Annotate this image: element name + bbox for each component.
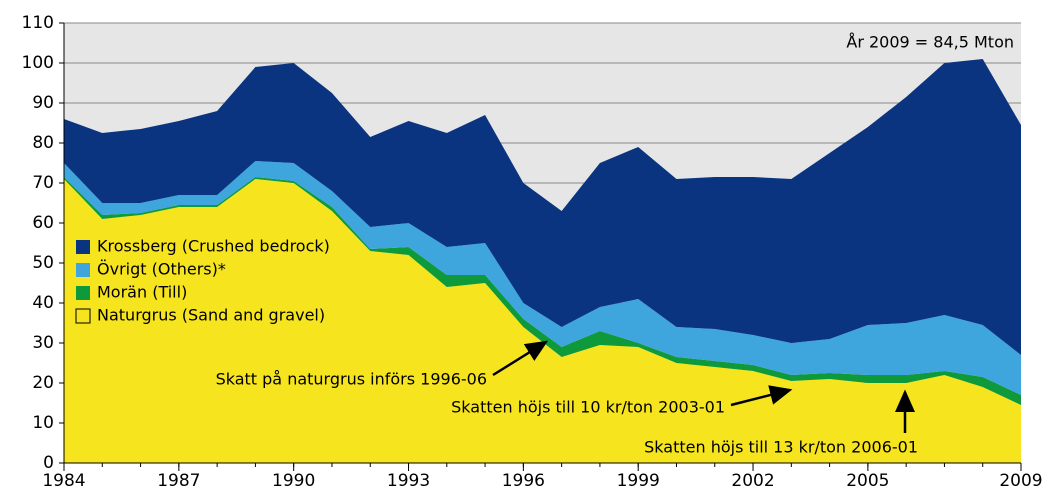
y-tick-label: 100 <box>22 53 54 73</box>
y-tick-label: 60 <box>32 213 54 233</box>
area <box>64 59 1021 355</box>
x-tick-label: 1996 <box>502 471 545 491</box>
y-tick-label: 30 <box>32 333 54 353</box>
area <box>64 161 1021 395</box>
y-tick-label: 50 <box>32 253 54 273</box>
arrow <box>730 385 793 407</box>
legend-label: Övrigt (Others)* <box>97 260 226 279</box>
annotation: År 2009 = 84,5 Mton <box>846 33 1014 52</box>
x-tick-label: 1987 <box>157 471 200 491</box>
y-tick-label: 90 <box>32 93 54 113</box>
legend-label: Morän (Till) <box>97 283 187 302</box>
annotation: Skatten höjs till 10 kr/ton 2003-01 <box>451 398 725 417</box>
y-tick-label: 110 <box>22 13 54 33</box>
annotation: Skatt på naturgrus införs 1996-06 <box>216 370 487 389</box>
arrow <box>492 340 549 377</box>
legend-swatch <box>75 308 91 324</box>
x-tick-label: 2002 <box>731 471 774 491</box>
y-tick-label: 0 <box>43 453 54 473</box>
x-tick-label: 2005 <box>846 471 889 491</box>
legend-swatch <box>76 263 90 277</box>
x-tick-label: 2009 <box>999 471 1042 491</box>
y-tick-label: 70 <box>32 173 54 193</box>
x-tick-label: 1999 <box>617 471 660 491</box>
x-tick-label: 1984 <box>42 471 85 491</box>
legend-label: Naturgrus (Sand and gravel) <box>97 306 325 325</box>
legend-swatch <box>76 240 90 254</box>
x-tick-label: 1993 <box>387 471 430 491</box>
y-tick-label: 80 <box>32 133 54 153</box>
legend-swatch <box>76 286 90 300</box>
legend-label: Krossberg (Crushed bedrock) <box>97 237 330 256</box>
y-tick-label: 40 <box>32 293 54 313</box>
annotation: Skatten höjs till 13 kr/ton 2006-01 <box>644 438 918 457</box>
x-tick-label: 1990 <box>272 471 315 491</box>
y-tick-label: 10 <box>32 413 54 433</box>
y-tick-label: 20 <box>32 373 54 393</box>
